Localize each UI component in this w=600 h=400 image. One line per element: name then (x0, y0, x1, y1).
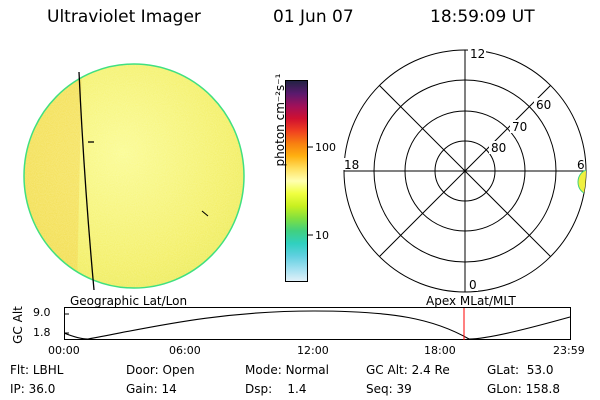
earth-limb (23, 63, 245, 289)
info-glon: GLon: 158.8 (487, 382, 560, 396)
colorbar-gradient (286, 81, 307, 281)
mlt-label-18: 18 (344, 158, 359, 172)
earth-uv-image (23, 63, 245, 291)
info-mode: Mode: Normal (245, 363, 329, 377)
info-door: Door: Open (126, 363, 195, 377)
label-bg (489, 141, 509, 154)
info-label: GLat: (487, 363, 520, 377)
info-value: LBHL (32, 363, 64, 377)
label-bg (468, 46, 486, 60)
label-bg (342, 158, 362, 170)
mlt-label-0: 0 (469, 278, 477, 292)
altitude-plot (64, 307, 571, 340)
polar-plot: 12 18 6 0 60 70 80 (342, 46, 587, 293)
info-gcalt: GC Alt: 2.4 Re (366, 363, 450, 377)
altitude-curve (64, 310, 571, 340)
info-label: GLon: (487, 382, 522, 396)
info-seq: Seq: 39 (366, 382, 412, 396)
info-dsp: Dsp: 1.4 (245, 382, 307, 396)
altitude-axis-label: GC Alt (11, 306, 25, 344)
earth-noise-texture (24, 64, 244, 288)
info-label: Dsp: (245, 382, 273, 396)
info-value: 36.0 (28, 382, 56, 396)
time-tick-0000: 00:00 (48, 344, 80, 357)
polar-diagonal (379, 85, 551, 257)
colorbar-tick-label: 100 (315, 141, 336, 154)
info-label: Door: (126, 363, 159, 377)
info-ip: IP: 36.0 (10, 382, 55, 396)
lat-label-70: 70 (512, 120, 527, 134)
date-label: 01 Jun 07 (273, 7, 354, 27)
info-value: 14 (161, 382, 177, 396)
info-value: 1.4 (287, 382, 307, 396)
apex-projection-label: Apex MLat/MLT (426, 294, 516, 308)
time-tick-2359: 23:59 (553, 344, 585, 357)
altitude-tick-bottom: 1.8 (33, 326, 51, 339)
auroral-intensity-patch (577, 169, 586, 195)
colorbar (285, 80, 308, 282)
info-label: IP: (10, 382, 25, 396)
label-bg (468, 278, 478, 291)
colorbar-label: photon cm⁻²s⁻¹ (273, 73, 287, 167)
info-value: 39 (396, 382, 412, 396)
surface-mark-2 (201, 210, 209, 217)
info-value: Open (162, 363, 195, 377)
colorbar-axis: 100 10 (307, 141, 336, 242)
terminator-line (78, 71, 95, 291)
info-flt: Flt: LBHL (10, 363, 63, 377)
info-value: 53.0 (526, 363, 554, 377)
info-value: Normal (285, 363, 329, 377)
time-tick-1800: 18:00 (424, 344, 456, 357)
geographic-projection-label: Geographic Lat/Lon (70, 294, 188, 308)
info-label: GC Alt: (366, 363, 408, 377)
time-label: 18:59:09 UT (430, 7, 535, 27)
time-tick-0600: 06:00 (169, 344, 201, 357)
info-value: 2.4 Re (411, 363, 450, 377)
lat-label-80: 80 (491, 141, 506, 155)
time-tick-1200: 12:00 (297, 344, 329, 357)
colorbar-tick-label: 10 (315, 229, 329, 242)
info-value: 158.8 (525, 382, 560, 396)
instrument-title: Ultraviolet Imager (47, 7, 201, 27)
info-label: Seq: (366, 382, 393, 396)
info-label: Flt: (10, 363, 29, 377)
label-bg (510, 120, 530, 133)
lat-label-60: 60 (536, 98, 551, 112)
info-label: Mode: (245, 363, 282, 377)
mlt-label-6: 6 (577, 158, 585, 172)
info-glat: GLat: 53.0 (487, 363, 553, 377)
altitude-tick-top: 9.0 (33, 306, 51, 319)
mlt-label-12: 12 (470, 47, 485, 61)
info-label: Gain: (126, 382, 158, 396)
altitude-plot-frame (64, 307, 571, 340)
info-gain: Gain: 14 (126, 382, 177, 396)
label-bg (534, 98, 554, 111)
